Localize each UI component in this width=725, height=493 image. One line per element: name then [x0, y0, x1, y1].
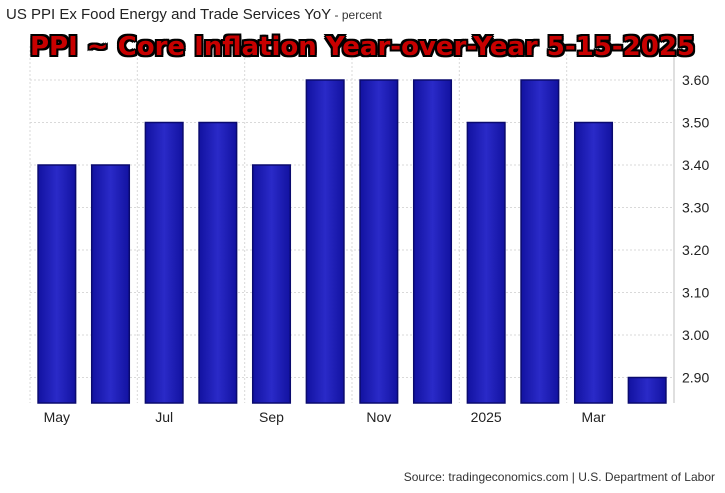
- x-tick-label: Mar: [581, 409, 605, 425]
- overlay-title: PPI ~ Core Inflation Year-over-Year 5-15…: [29, 32, 696, 62]
- bar-may: [37, 164, 77, 404]
- bar-apr: [627, 376, 667, 404]
- y-tick-label: 3.00: [682, 327, 709, 343]
- source-note: Source: tradingeconomics.com | U.S. Depa…: [403, 470, 715, 484]
- x-tick-label: Sep: [259, 409, 284, 425]
- bar-aug: [198, 121, 238, 404]
- x-tick-label: Nov: [366, 409, 391, 425]
- bar-sep: [251, 164, 292, 404]
- bar-dec: [412, 79, 453, 404]
- bar-jul: [144, 121, 184, 404]
- bar-feb: [520, 79, 560, 404]
- y-tick-label: 2.90: [682, 370, 709, 386]
- bars: [37, 79, 667, 404]
- y-tick-label: 3.60: [682, 72, 709, 88]
- chart-title: US PPI Ex Food Energy and Trade Services…: [6, 6, 332, 23]
- bar-2025: [466, 121, 506, 404]
- bar-jun: [90, 164, 131, 404]
- bar-oct: [305, 79, 345, 404]
- bar-mar: [573, 121, 614, 404]
- y-tick-label: 3.20: [682, 242, 709, 258]
- chart-header: US PPI Ex Food Energy and Trade Services…: [6, 6, 382, 23]
- y-tick-label: 3.30: [682, 200, 709, 216]
- y-axis-ticks: 2.90 3.00 3.10 3.20 3.30 3.40 3.50 3.60: [682, 72, 709, 386]
- x-tick-label: 2025: [471, 409, 502, 425]
- chart-unit: - percent: [331, 8, 382, 22]
- x-axis-ticks: May Jul Sep Nov 2025 Mar: [44, 409, 606, 425]
- y-tick-label: 3.50: [682, 115, 709, 131]
- x-tick-label: May: [44, 409, 70, 425]
- y-tick-label: 3.40: [682, 157, 709, 173]
- grid: [29, 46, 675, 403]
- bar-nov: [359, 79, 399, 404]
- y-tick-label: 3.10: [682, 285, 709, 301]
- x-tick-label: Jul: [155, 409, 173, 425]
